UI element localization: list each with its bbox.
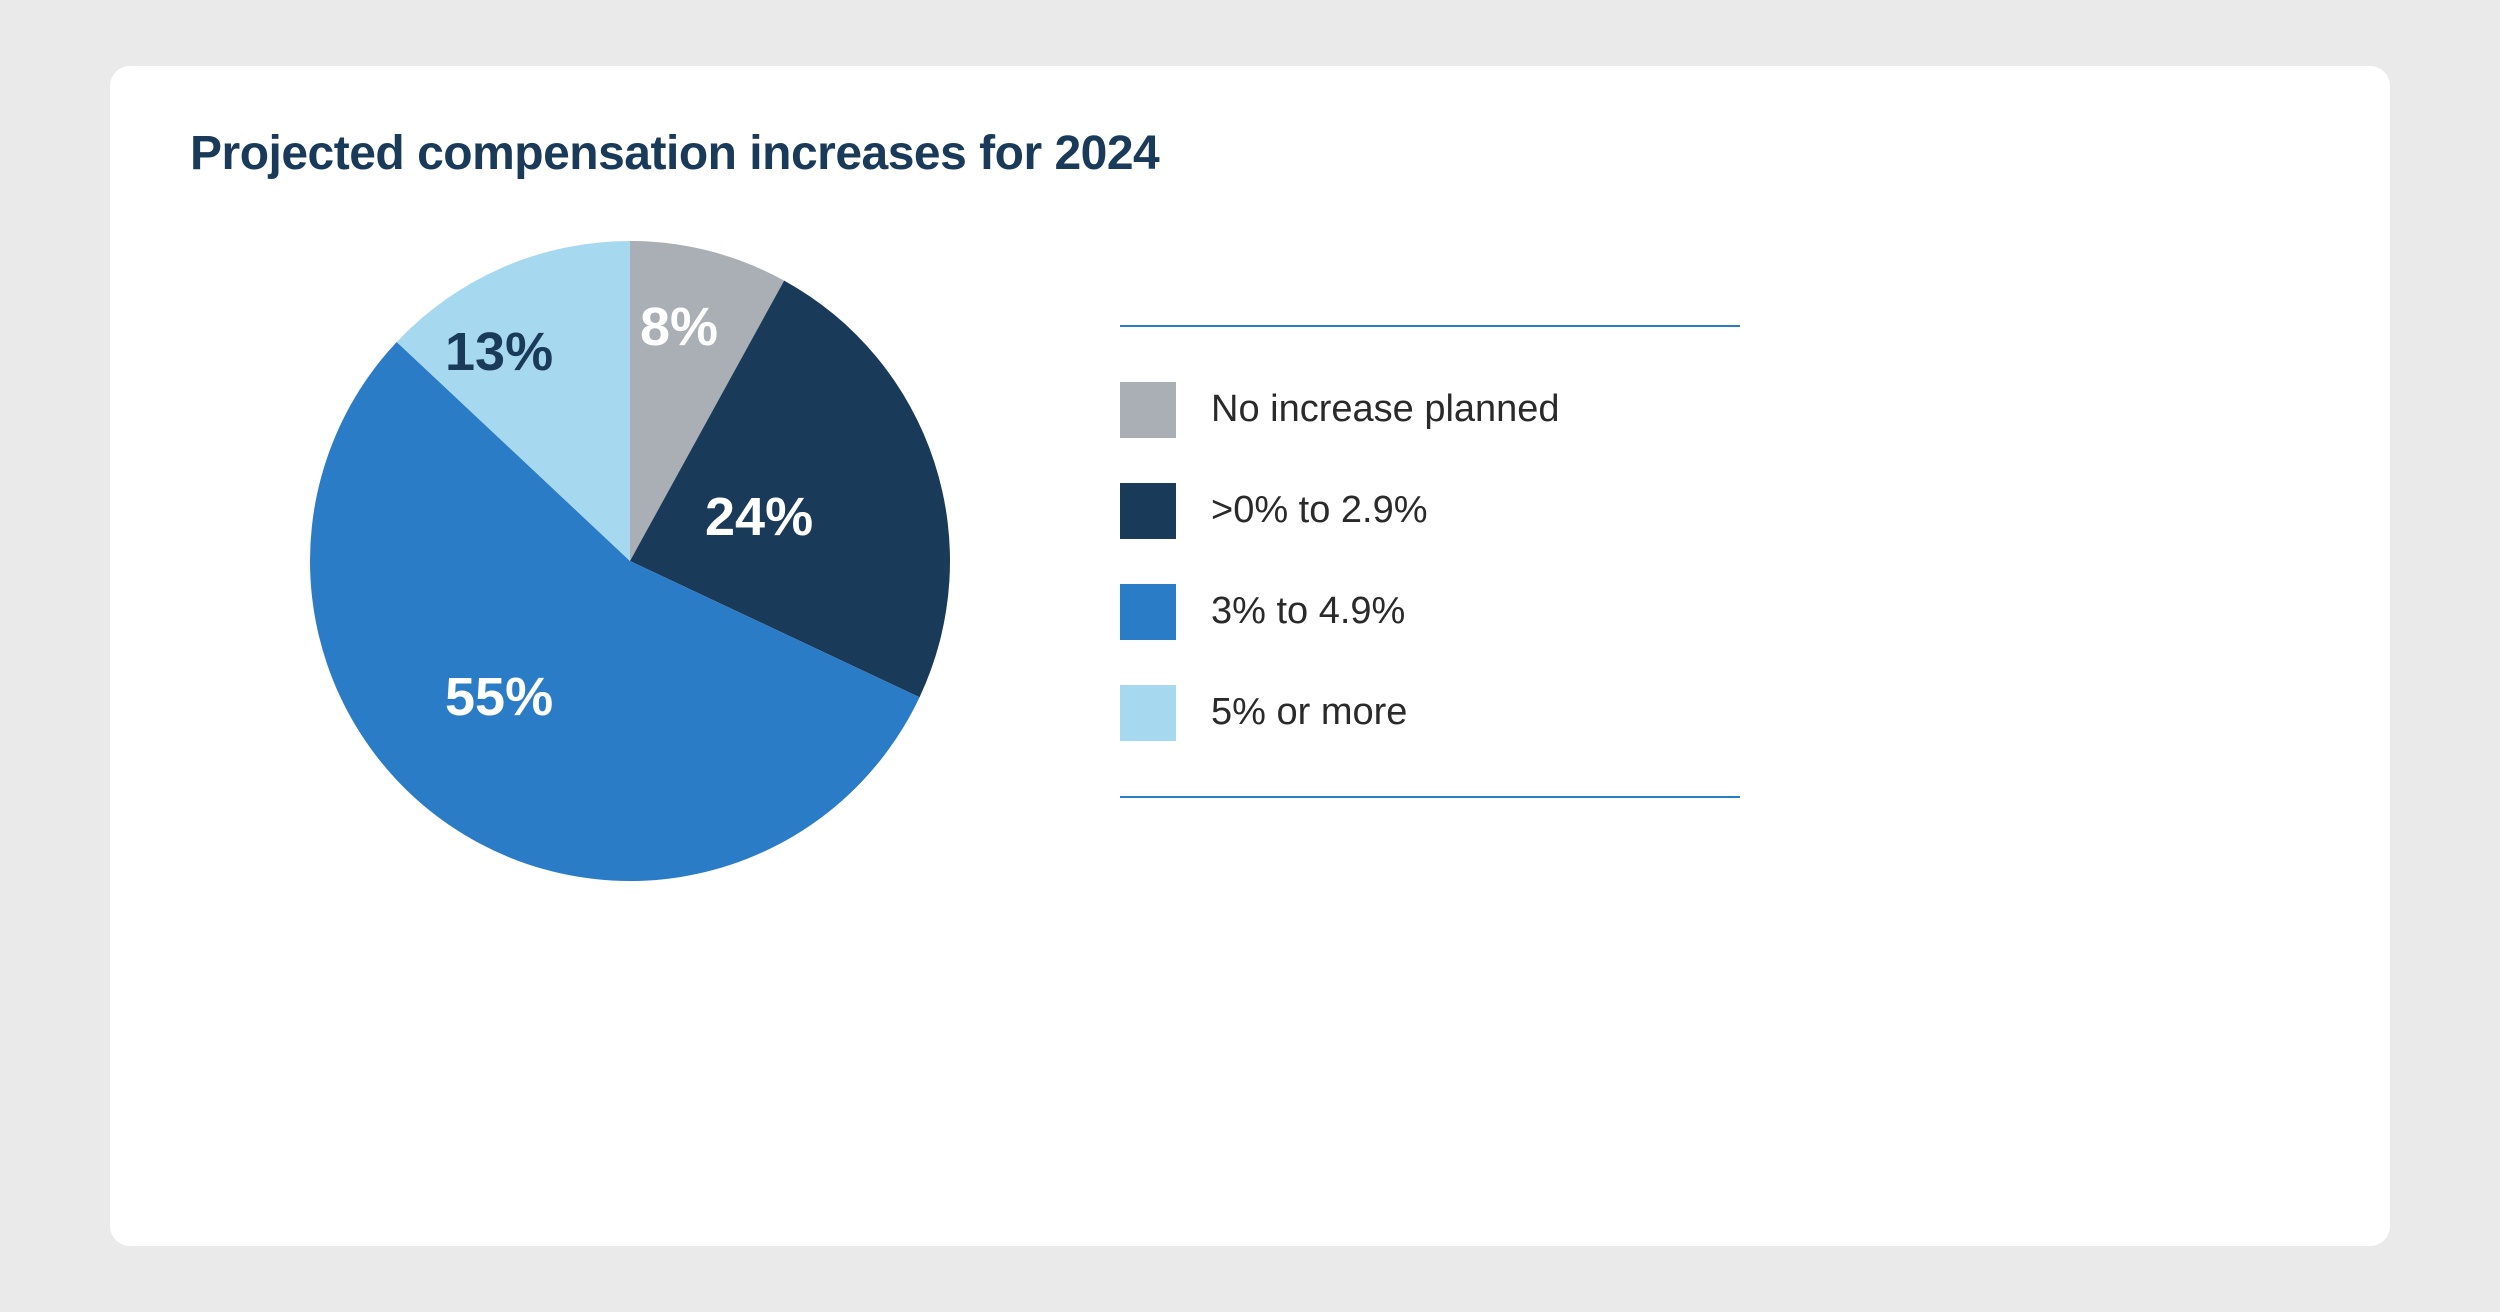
pie-label-2: 55% — [445, 666, 553, 728]
legend-label-3: 5% or more — [1211, 691, 1407, 734]
legend-item-3: 5% or more — [1120, 685, 1740, 741]
legend-items: No increase planned >0% to 2.9% 3% to 4.9%… — [1120, 327, 1740, 796]
legend-swatch-1 — [1120, 483, 1176, 539]
legend: No increase planned >0% to 2.9% 3% to 4.9%… — [1120, 325, 1740, 798]
pie-label-1: 24% — [705, 486, 813, 548]
chart-title: Projected compensation increases for 202… — [190, 126, 2310, 181]
pie-svg — [290, 221, 970, 901]
legend-swatch-0 — [1120, 382, 1176, 438]
legend-item-0: No increase planned — [1120, 382, 1740, 438]
legend-item-2: 3% to 4.9% — [1120, 584, 1740, 640]
chart-content: 8% 24% 55% 13% No increase planned >0% to 2.… — [190, 221, 2310, 901]
legend-label-2: 3% to 4.9% — [1211, 590, 1405, 633]
pie-label-0: 8% — [640, 296, 718, 358]
legend-divider-bottom — [1120, 796, 1740, 798]
legend-label-0: No increase planned — [1211, 388, 1560, 431]
legend-swatch-2 — [1120, 584, 1176, 640]
pie-label-3: 13% — [445, 321, 553, 383]
pie-chart: 8% 24% 55% 13% — [290, 221, 970, 901]
legend-item-1: >0% to 2.9% — [1120, 483, 1740, 539]
chart-card: Projected compensation increases for 202… — [110, 66, 2390, 1246]
legend-label-1: >0% to 2.9% — [1211, 489, 1428, 532]
legend-swatch-3 — [1120, 685, 1176, 741]
